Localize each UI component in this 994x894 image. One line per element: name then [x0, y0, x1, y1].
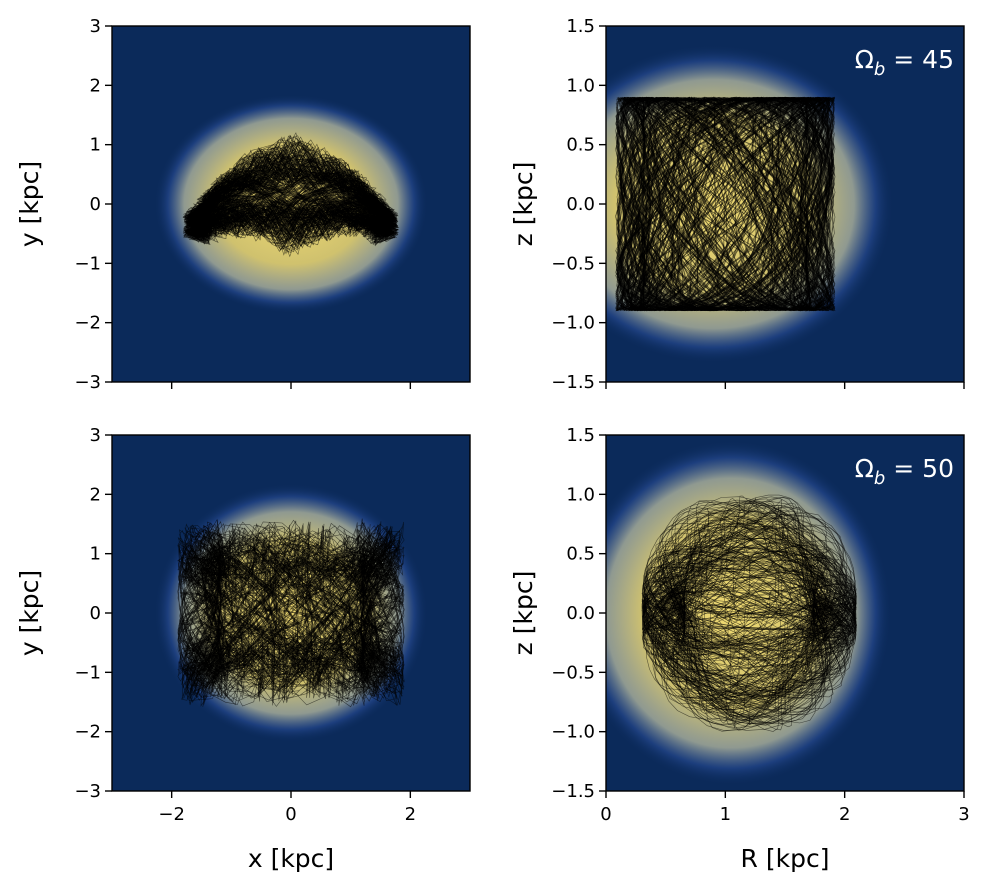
orbit-path	[652, 502, 847, 692]
y-tick-label: 0	[90, 194, 101, 215]
orbit-lines	[182, 132, 400, 258]
panel-top-right: −1.5 −1.0 −0.5 0.0 0.5 1.0 1.5 z [kpc] Ωb = 45	[509, 16, 965, 393]
orbit-path	[190, 526, 392, 698]
y-tick-label: 0.0	[566, 194, 595, 215]
orbit-lines	[615, 96, 836, 312]
orbit-path	[644, 495, 849, 693]
y-axis-label: z [kpc]	[509, 571, 538, 656]
y-tick-label: −1.0	[551, 313, 595, 334]
y-tick-label: −3	[74, 372, 101, 393]
y-tick-label: 0.5	[566, 544, 595, 565]
orbit-path	[618, 96, 833, 312]
orbit-path	[643, 500, 848, 714]
orbit-path	[655, 518, 857, 716]
orbit-path	[616, 96, 834, 312]
y-tick-label: 1.5	[566, 16, 595, 37]
orbit-path	[642, 522, 846, 720]
ticks: −1.5 −1.0 −0.5 0.0 0.5 1.0 1.5	[551, 16, 965, 393]
orbit-path	[618, 96, 836, 312]
y-tick-label: −1.5	[551, 781, 595, 802]
orbit-path	[615, 96, 836, 312]
y-tick-label: −0.5	[551, 253, 595, 274]
orbit-path	[189, 521, 393, 699]
orbit-path	[645, 510, 832, 704]
orbit-path	[615, 96, 832, 312]
panel-top-left: −3 −2 −1 0 1 2 3 y [kpc]	[15, 16, 471, 393]
orbit-path	[616, 96, 834, 312]
y-tick-label: −1	[74, 253, 101, 274]
y-tick-label: −1.0	[551, 722, 595, 743]
orbit-path	[619, 96, 832, 312]
ticks: −3 −2 −1 0 1 2 3	[74, 16, 412, 393]
x-tick-label: 1	[720, 804, 731, 825]
orbit-path	[654, 496, 844, 682]
orbit-path	[177, 528, 405, 703]
ticks: −3 −2 −1 0 1 2 3 −2 0 2	[74, 425, 416, 825]
orbit-path	[179, 522, 403, 707]
x-tick-label: 0	[600, 804, 611, 825]
x-axis-label: x [kpc]	[248, 844, 334, 873]
y-tick-label: −2	[74, 722, 101, 743]
x-tick-label: 3	[958, 804, 969, 825]
orbit-path	[191, 531, 391, 701]
y-axis-label: y [kpc]	[15, 570, 44, 656]
y-tick-label: 1.0	[566, 484, 595, 505]
y-tick-label: −2	[74, 313, 101, 334]
x-axis-label: R [kpc]	[741, 844, 830, 873]
x-tick-label: 2	[405, 804, 416, 825]
y-tick-label: 1.5	[566, 425, 595, 446]
x-tick-label: 2	[839, 804, 850, 825]
orbit-path	[177, 521, 405, 703]
y-tick-label: 1	[90, 544, 101, 565]
panel-bottom-left: −3 −2 −1 0 1 2 3 −2 0 2 y [kpc] x [kpc]	[15, 425, 471, 873]
y-tick-label: 1	[90, 135, 101, 156]
orbit-path	[617, 96, 833, 312]
orbit-path	[181, 518, 401, 699]
orbit-path	[189, 525, 393, 701]
orbit-path	[184, 521, 398, 701]
orbit-path	[177, 527, 405, 706]
y-tick-label: 0	[90, 603, 101, 624]
orbit-path	[642, 509, 856, 698]
y-tick-label: −1.5	[551, 372, 595, 393]
orbit-lines	[177, 518, 405, 708]
y-axis-label: y [kpc]	[15, 161, 44, 247]
y-axis-label: z [kpc]	[509, 162, 538, 247]
pattern-speed-annotation: Ωb = 45	[855, 45, 954, 80]
orbit-path	[616, 96, 834, 312]
orbit-path	[183, 141, 396, 245]
x-tick-label: −2	[158, 804, 185, 825]
orbit-path	[642, 502, 856, 711]
y-tick-label: −3	[74, 781, 101, 802]
panel-bottom-right: −1.5 −1.0 −0.5 0.0 0.5 1.0 1.5 0 1 2 3 z [kpc] R […	[509, 425, 970, 873]
x-tick-label: 0	[285, 804, 296, 825]
y-tick-label: 2	[90, 75, 101, 96]
y-tick-label: 3	[90, 425, 101, 446]
orbit-path	[185, 146, 396, 247]
orbit-path	[190, 520, 392, 703]
ticks: −1.5 −1.0 −0.5 0.0 0.5 1.0 1.5 0 1 2 3	[551, 425, 969, 825]
orbit-path	[615, 96, 833, 312]
y-tick-label: 0.0	[566, 603, 595, 624]
y-tick-label: −0.5	[551, 662, 595, 683]
orbit-path	[183, 524, 399, 694]
y-tick-label: −1	[74, 662, 101, 683]
orbit-path	[619, 96, 836, 312]
orbit-path	[621, 96, 830, 312]
orbit-path	[658, 501, 848, 693]
y-tick-label: 0.5	[566, 135, 595, 156]
y-tick-label: 2	[90, 484, 101, 505]
orbit-path	[185, 529, 397, 694]
orbit-path	[615, 96, 830, 312]
orbit-path	[673, 523, 856, 721]
y-tick-label: 3	[90, 16, 101, 37]
orbit-path	[185, 171, 394, 236]
y-tick-label: 1.0	[566, 75, 595, 96]
pattern-speed-annotation: Ωb = 50	[855, 454, 954, 489]
orbit-path	[178, 524, 404, 706]
orbit-lines	[641, 494, 857, 732]
orbit-path	[615, 96, 835, 312]
orbit-path	[186, 142, 398, 248]
